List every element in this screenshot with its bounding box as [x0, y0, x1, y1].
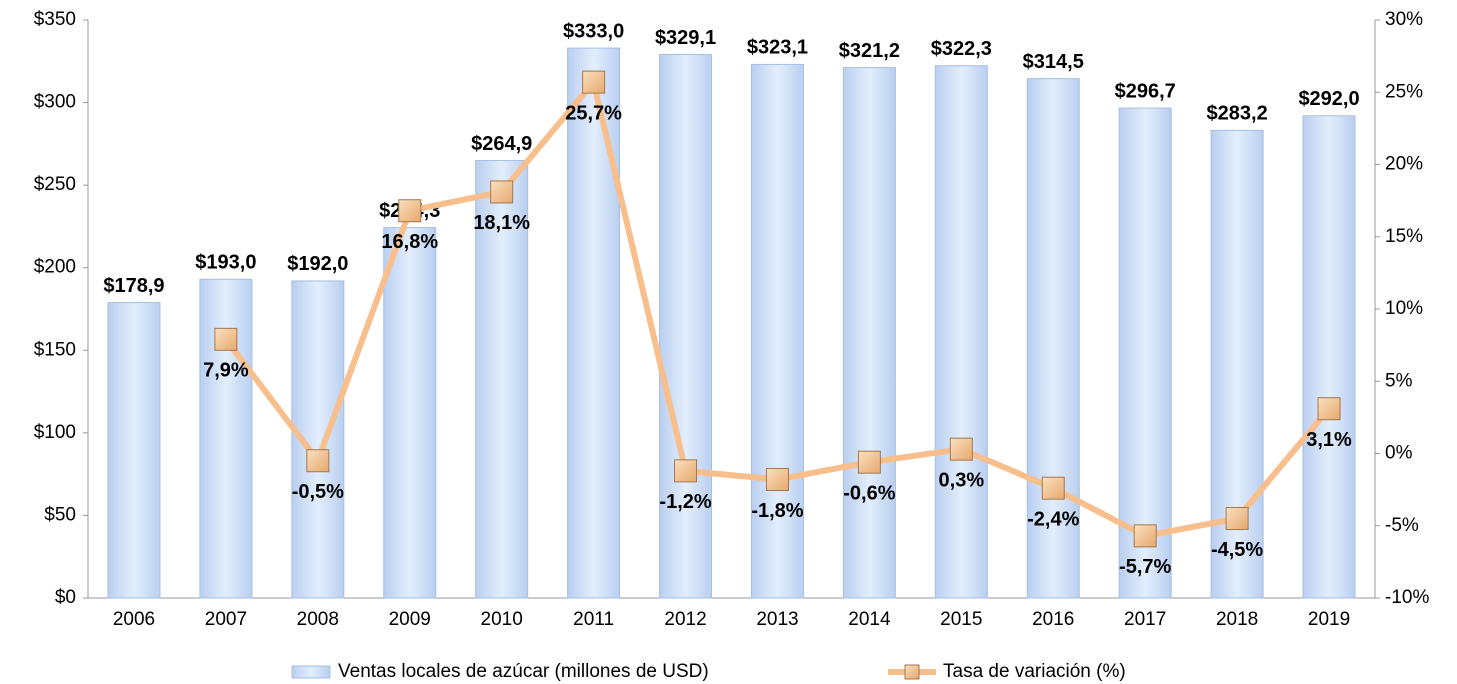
line-value-label: 18,1%: [473, 212, 530, 234]
line-marker: [1225, 507, 1249, 531]
y-tick-label: $350: [34, 9, 76, 30]
bar: [842, 67, 896, 599]
line-marker: [490, 180, 514, 204]
line-marker: [1317, 397, 1341, 421]
x-tick-label: 2006: [113, 609, 155, 630]
y2-tick-label: -10%: [1385, 587, 1429, 608]
x-tick-label: 2008: [297, 609, 339, 630]
y2-tick-label: -5%: [1385, 515, 1419, 536]
y2-tick-label: 20%: [1385, 154, 1423, 175]
line-marker: [857, 450, 881, 474]
bar-value-label: $264,9: [471, 133, 532, 155]
line-value-label: -1,8%: [751, 500, 803, 522]
line-marker: [1041, 476, 1065, 500]
line-value-label: 0,3%: [939, 469, 985, 491]
bar: [659, 54, 713, 599]
bar-value-label: $283,2: [1207, 103, 1268, 125]
bar-value-label: $333,0: [563, 20, 624, 42]
x-tick-label: 2018: [1216, 609, 1258, 630]
line-marker: [582, 70, 606, 94]
line-value-label: -5,7%: [1119, 556, 1171, 578]
x-tick-label: 2019: [1308, 609, 1350, 630]
x-tick-label: 2013: [756, 609, 798, 630]
line-marker: [306, 449, 330, 473]
y2-tick-label: 15%: [1385, 226, 1423, 247]
line-value-label: -4,5%: [1211, 539, 1263, 561]
line-value-label: 16,8%: [381, 231, 438, 253]
bar-value-label: $193,0: [195, 252, 256, 274]
line-value-label: -1,2%: [659, 491, 711, 513]
y-tick-label: $0: [55, 587, 76, 608]
legend-swatch: [904, 664, 920, 680]
line-value-label: 3,1%: [1306, 429, 1352, 451]
y-tick-label: $300: [34, 92, 76, 113]
y-tick-label: $200: [34, 257, 76, 278]
bar-value-label: $292,0: [1298, 88, 1359, 110]
bar-value-label: $323,1: [747, 37, 808, 59]
line-value-label: -0,5%: [292, 481, 344, 503]
line-marker: [398, 199, 422, 223]
bar-value-label: $322,3: [931, 38, 992, 60]
legend-label: Tasa de variación (%): [943, 661, 1126, 682]
x-tick-label: 2009: [389, 609, 431, 630]
bar: [750, 63, 804, 599]
bar-value-label: $192,0: [287, 253, 348, 275]
line-value-label: 7,9%: [203, 360, 249, 382]
line-marker: [1133, 524, 1157, 548]
line-marker: [765, 468, 789, 492]
bar-value-label: $314,5: [1023, 51, 1084, 73]
bar: [475, 160, 529, 599]
bar: [1302, 115, 1356, 599]
line-value-label: -2,4%: [1027, 508, 1079, 530]
legend-label: Ventas locales de azúcar (millones de US…: [338, 661, 709, 682]
x-tick-label: 2015: [940, 609, 982, 630]
bar: [199, 278, 253, 599]
line-value-label: 25,7%: [565, 102, 622, 124]
bar: [107, 302, 161, 599]
legend-swatch: [291, 665, 331, 679]
bar: [567, 47, 621, 599]
bar: [934, 65, 988, 599]
bar-value-label: $178,9: [103, 275, 164, 297]
y2-tick-label: 5%: [1385, 370, 1413, 391]
y-tick-label: $150: [34, 339, 76, 360]
bar: [1026, 78, 1080, 599]
x-tick-label: 2014: [848, 609, 891, 630]
bar-value-label: $329,1: [655, 27, 716, 49]
line-marker: [214, 327, 238, 351]
y2-tick-label: 25%: [1385, 81, 1423, 102]
bar: [383, 227, 437, 599]
y2-tick-label: 10%: [1385, 298, 1423, 319]
bar: [1118, 107, 1172, 599]
x-tick-label: 2007: [205, 609, 247, 630]
x-tick-label: 2017: [1124, 609, 1166, 630]
bar-value-label: $321,2: [839, 40, 900, 62]
line-value-label: -0,6%: [843, 482, 895, 504]
line-marker: [949, 437, 973, 461]
y-tick-label: $50: [44, 504, 76, 525]
x-tick-label: 2012: [664, 609, 706, 630]
y2-tick-label: 30%: [1385, 9, 1423, 30]
y-tick-label: $100: [34, 422, 76, 443]
y-tick-label: $250: [34, 174, 76, 195]
x-tick-label: 2011: [573, 609, 614, 630]
bar-value-label: $296,7: [1115, 80, 1176, 102]
y2-tick-label: 0%: [1385, 443, 1413, 464]
x-tick-label: 2016: [1032, 609, 1074, 630]
line-marker: [674, 459, 698, 483]
x-tick-label: 2010: [481, 609, 523, 630]
